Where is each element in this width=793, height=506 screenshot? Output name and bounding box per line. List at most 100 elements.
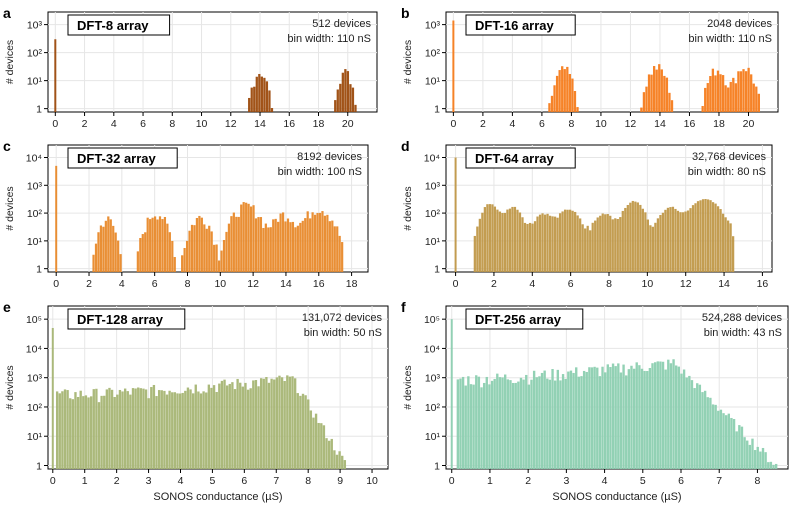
histogram-bar xyxy=(553,85,556,112)
histogram-bar xyxy=(210,387,213,469)
histogram-bar xyxy=(540,372,544,469)
x-tick-label: 4 xyxy=(178,475,184,487)
histogram-bar xyxy=(572,372,575,469)
histogram-bar xyxy=(171,240,174,272)
x-tick-label: 0 xyxy=(50,475,56,487)
histogram-bar xyxy=(222,240,226,272)
panel-letter: a xyxy=(3,5,11,21)
histogram-bar xyxy=(220,250,223,272)
histogram-bar xyxy=(112,225,115,272)
histogram-bar xyxy=(321,211,324,272)
histogram-bar xyxy=(658,64,661,112)
histogram-bar xyxy=(519,377,523,469)
histogram-bar xyxy=(76,396,80,469)
histogram-bar xyxy=(606,214,609,272)
histogram-bar xyxy=(265,377,268,469)
histogram-bar xyxy=(543,214,547,272)
histogram-bar xyxy=(661,212,665,272)
histogram-bar xyxy=(644,212,647,272)
histogram-bar xyxy=(594,220,597,272)
histogram-bar xyxy=(611,363,615,469)
histogram-bar xyxy=(89,396,93,469)
histogram-bar xyxy=(464,385,467,469)
x-tick-label: 12 xyxy=(680,278,692,290)
histogram-bar xyxy=(260,76,263,112)
histogram-bar xyxy=(270,108,274,112)
histogram-bar xyxy=(651,226,655,272)
histogram-bar xyxy=(709,76,712,112)
histogram-bar xyxy=(184,390,187,469)
histogram-bar xyxy=(259,217,263,272)
x-tick-label: 12 xyxy=(625,118,637,130)
y-tick-label: 1 xyxy=(434,264,440,276)
histogram-bar xyxy=(267,227,270,272)
histogram-bar xyxy=(341,242,344,272)
histogram-bar xyxy=(84,395,88,469)
histogram-bar xyxy=(586,225,589,272)
y-tick-label: 10³ xyxy=(27,373,43,385)
histogram-bar xyxy=(109,219,112,272)
histogram-bar xyxy=(568,73,572,112)
panel-title: DFT-16 array xyxy=(475,18,555,33)
x-tick-label: 10 xyxy=(595,118,607,130)
histogram-bar xyxy=(472,384,475,469)
histogram-bar xyxy=(252,380,255,469)
histogram-bar xyxy=(726,220,730,272)
histogram-bar xyxy=(252,205,255,272)
histogram-bar xyxy=(506,209,509,272)
histogram-bar xyxy=(63,389,67,469)
histogram-bar xyxy=(459,378,462,469)
histogram-bar xyxy=(258,73,261,112)
histogram-bar xyxy=(141,234,144,272)
panel-letter: e xyxy=(3,299,11,315)
histogram-bar xyxy=(336,226,339,272)
histogram-bar xyxy=(265,81,269,112)
histogram-bar xyxy=(213,244,216,272)
histogram-bar xyxy=(721,75,725,112)
x-tick-label: 1 xyxy=(82,475,88,487)
histogram-bar xyxy=(669,207,672,272)
histogram-bar xyxy=(639,204,642,272)
histogram-bar xyxy=(609,367,612,469)
histogram-bar xyxy=(312,417,315,469)
histogram-bar xyxy=(546,378,549,469)
histogram-bar xyxy=(689,208,692,272)
histogram-bar xyxy=(318,212,322,272)
y-tick-label: 10² xyxy=(425,208,441,220)
histogram-bar xyxy=(714,203,717,272)
histogram-bar xyxy=(523,222,527,272)
histogram-bar xyxy=(653,362,657,469)
histogram-bar xyxy=(100,395,103,469)
histogram-bar xyxy=(74,392,77,469)
histogram-bar xyxy=(69,398,72,469)
histogram-bar xyxy=(215,391,218,469)
histogram-bar xyxy=(521,217,524,272)
histogram-bar xyxy=(764,452,767,469)
histogram-bar xyxy=(200,217,203,272)
histogram-bar xyxy=(501,377,504,469)
x-tick-label: 4 xyxy=(111,118,117,130)
histogram-bar xyxy=(273,379,276,469)
histogram-bar xyxy=(118,389,122,469)
histogram-bar xyxy=(79,390,82,469)
histogram-bar xyxy=(488,204,492,272)
device-count: 512 devices xyxy=(312,18,371,30)
histogram-bar xyxy=(195,217,199,272)
histogram-bar xyxy=(561,211,564,272)
histogram-bar xyxy=(659,214,662,272)
histogram-bar xyxy=(152,384,156,469)
histogram-bar xyxy=(473,235,476,272)
histogram-bar xyxy=(614,218,617,272)
histogram-bar xyxy=(333,450,336,469)
y-axis-label: # devices xyxy=(402,186,414,230)
histogram-bar xyxy=(706,199,710,272)
histogram-bar xyxy=(278,375,281,469)
histogram-bar xyxy=(556,217,559,272)
histogram-bar xyxy=(220,380,224,469)
x-tick-label: 1 xyxy=(487,475,493,487)
device-count: 2048 devices xyxy=(707,18,772,30)
x-tick-label: 6 xyxy=(678,475,684,487)
histogram-bar xyxy=(217,260,221,272)
histogram-bar xyxy=(233,389,237,469)
